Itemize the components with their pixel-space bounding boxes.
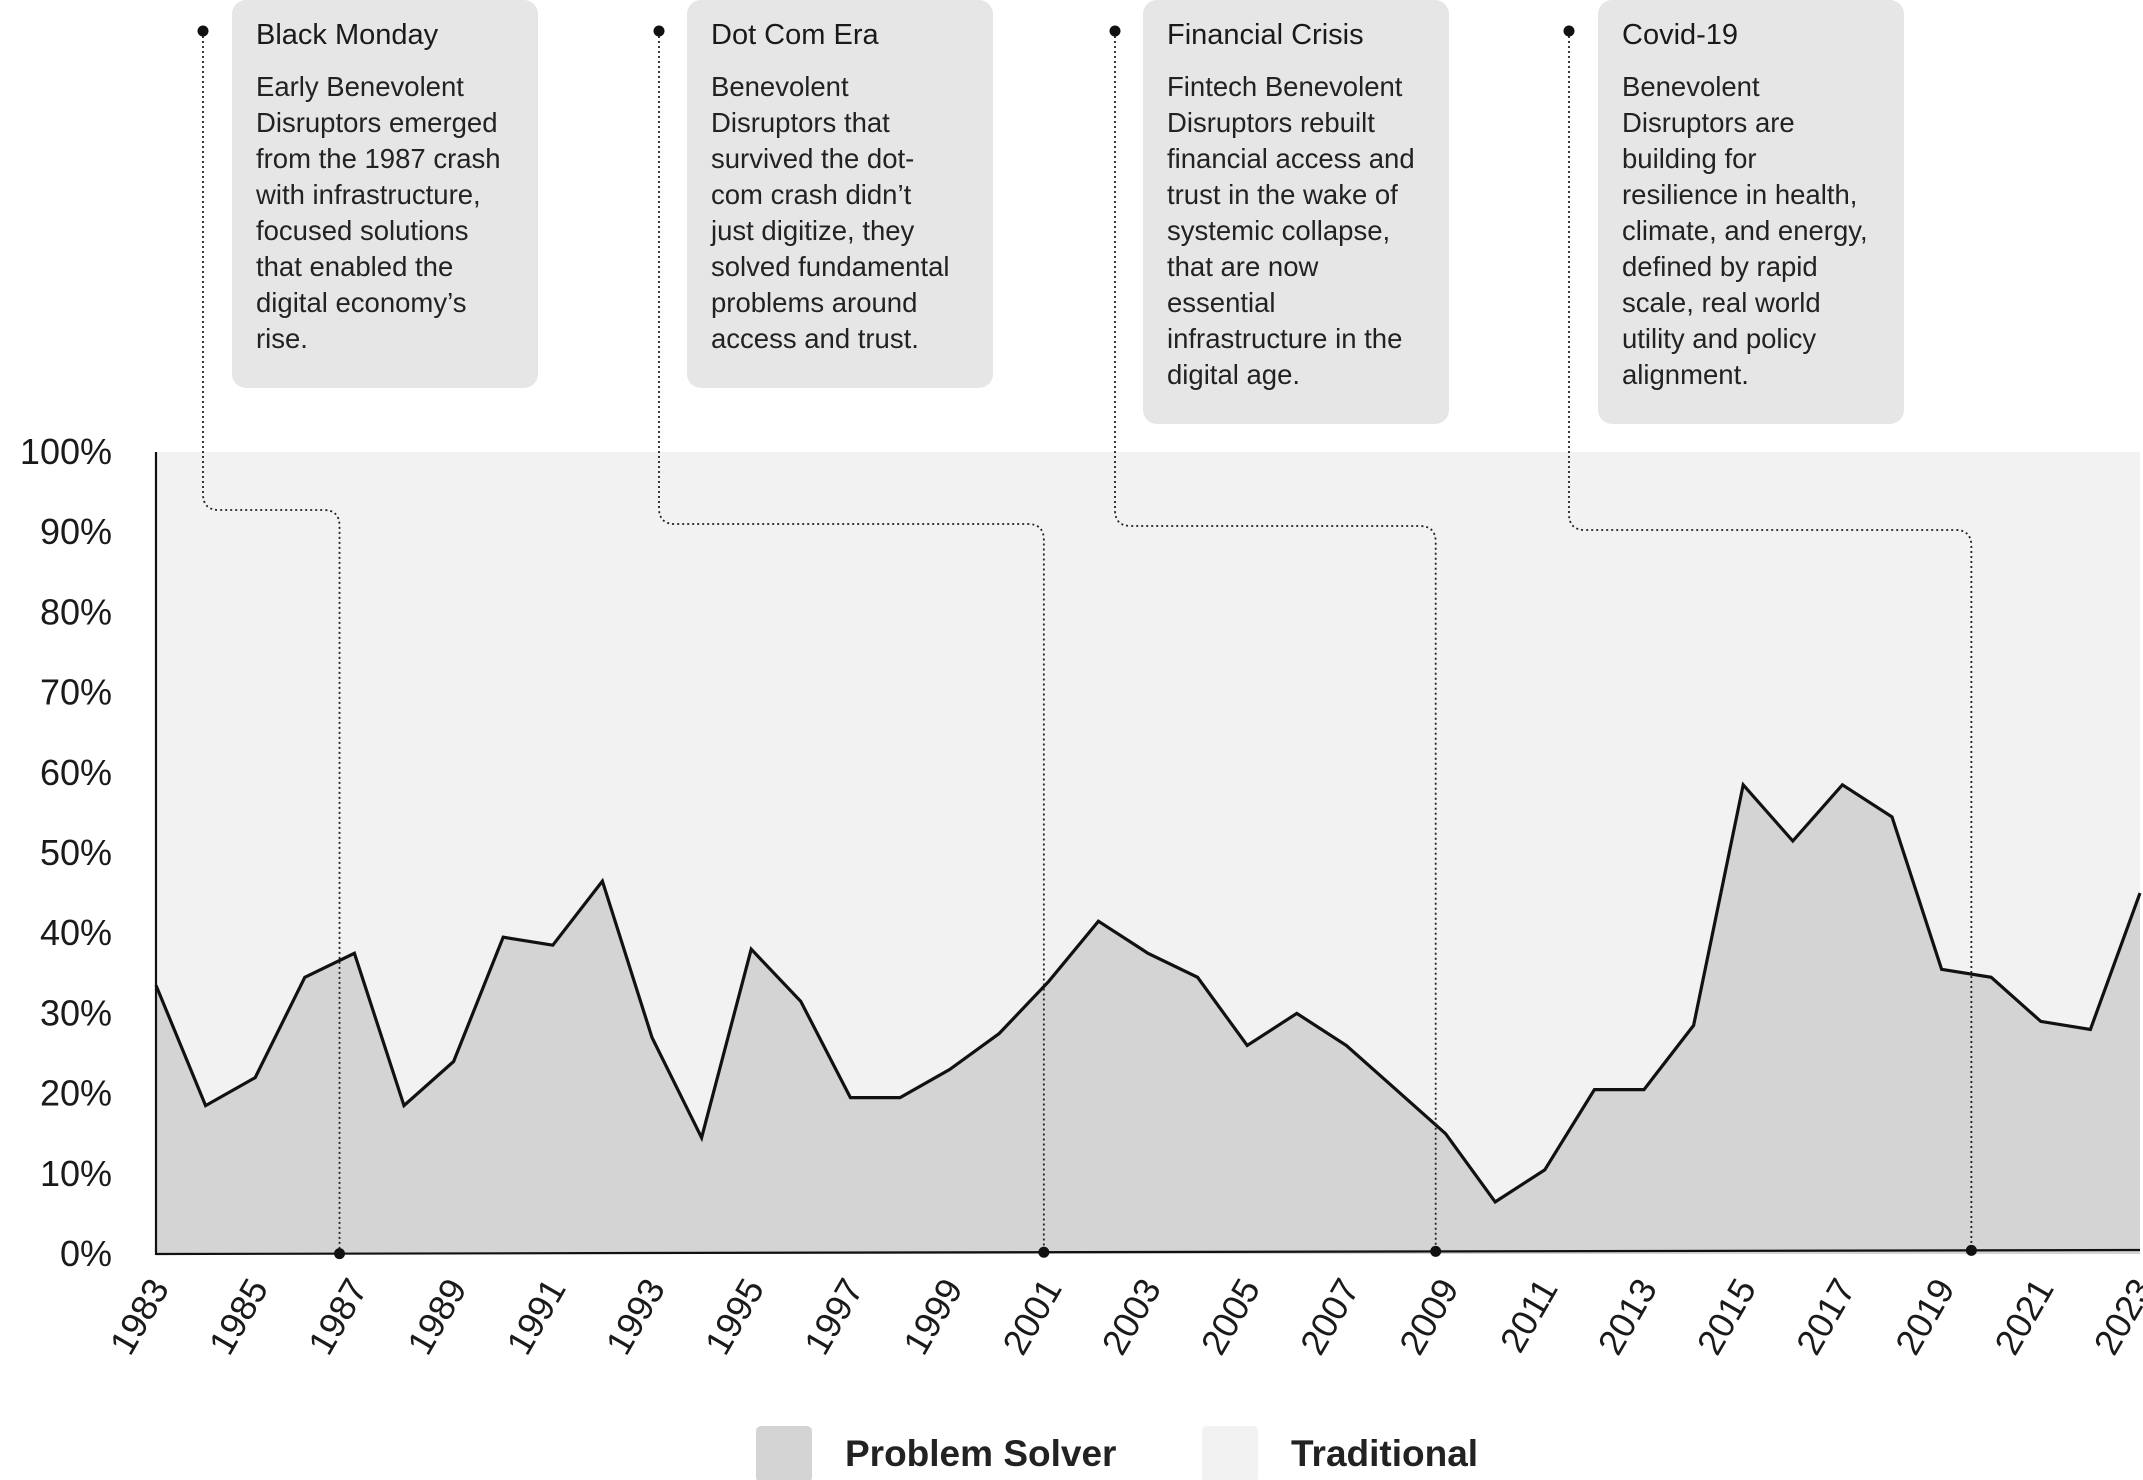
legend: Problem Solver Traditional [756,1426,1478,1480]
y-axis-ticks: 0% 10% 20% 30% 40% 50% 60% 70% 80% 90% 100% [20,431,112,1274]
x-tick-label: 1985 [201,1272,277,1362]
x-tick-label: 2013 [1589,1272,1665,1362]
callout-black-monday: Black Monday Early Benevolent Disruptors e… [197,0,538,1260]
x-axis-line [155,1248,2141,1256]
callout-event-dot [334,1248,346,1260]
callout-leader-line [202,31,341,1254]
callout-event-dot [1430,1245,1442,1257]
y-tick-label: 60% [40,752,112,793]
y-tick-label: 0% [60,1233,112,1274]
callout-box [232,0,538,388]
y-tick-label: 20% [40,1073,112,1114]
y-tick-label: 80% [40,591,112,632]
x-tick-label: 1983 [101,1272,177,1362]
x-tick-label: 2017 [1788,1272,1864,1362]
legend-swatch [756,1426,812,1480]
x-tick-label: 2021 [1986,1272,2062,1362]
problem-solver-line [154,781,2142,1205]
callout-leader-line [1114,31,1437,1252]
callout-box [1598,0,1904,424]
x-tick-label: 1997 [796,1272,872,1362]
callout-text: Benevolent Disruptors that survived the do… [710,71,950,354]
y-tick-label: 100% [20,431,112,472]
y-tick-label: 90% [40,511,112,552]
legend-item: Traditional [1202,1426,1478,1480]
callout-event-dot [1038,1246,1050,1258]
callout-covid-19: Covid-19 Benevolent Disruptors are building… [1563,0,1977,1256]
callout-start-dot [653,25,665,37]
callout-title: Black Monday [256,19,439,51]
x-tick-label: 1999 [895,1272,971,1362]
x-tick-label: 2009 [1391,1272,1467,1362]
legend-label: Traditional [1291,1433,1478,1474]
x-tick-label: 1987 [300,1272,376,1362]
y-tick-label: 10% [40,1153,112,1194]
x-tick-label: 1995 [697,1272,773,1362]
callout-text: Fintech Benevolent Disruptors rebuilt fina… [1167,71,1415,390]
callout-event-dot [1965,1244,1977,1256]
chart-areas [154,781,2142,1254]
legend-label: Problem Solver [845,1433,1116,1474]
y-tick-label: 70% [40,672,112,713]
callout-dot-com-era: Dot Com Era Benevolent Disruptors that surv… [653,0,1050,1258]
x-axis-ticks: 1983 1985 1987 1989 1991 1993 1995 1997 1999 2001… [101,1272,2143,1362]
event-callouts: Black Monday Early Benevolent Disruptors e… [197,0,1977,1260]
legend-swatch [1202,1426,1258,1480]
callout-financial-crisis: Financial Crisis Fintech Benevolent Disrup… [1109,0,1449,1257]
callout-box [1143,0,1449,424]
x-tick-label: 2005 [1193,1272,1269,1362]
chart-axes [154,452,2141,1256]
x-tick-label: 2003 [1093,1272,1169,1362]
x-tick-label: 2011 [1492,1272,1566,1360]
callout-start-dot [1563,25,1575,37]
callout-box [687,0,993,388]
x-tick-label: 1991 [498,1272,574,1362]
x-tick-label: 2019 [1887,1272,1963,1362]
callout-text: Early Benevolent Disruptors emerged from t… [255,71,501,354]
x-tick-label: 2007 [1292,1272,1368,1362]
problem-solver-area [156,784,2140,1254]
x-tick-label: 1993 [597,1272,673,1362]
x-tick-label: 2015 [1689,1272,1765,1362]
callout-start-dot [1109,25,1121,37]
callout-title: Dot Com Era [711,19,879,51]
x-tick-label: 2023 [2085,1272,2143,1362]
callout-text: Benevolent Disruptors are building for resi… [1622,71,1868,390]
x-tick-label: 2001 [994,1272,1070,1362]
legend-item: Problem Solver [756,1426,1116,1480]
x-tick-label: 1989 [399,1272,475,1362]
callout-title: Covid-19 [1622,19,1738,51]
callout-start-dot [197,25,209,37]
callout-title: Financial Crisis [1167,19,1364,51]
y-tick-label: 40% [40,912,112,953]
y-tick-label: 50% [40,832,112,873]
y-tick-label: 30% [40,992,112,1033]
